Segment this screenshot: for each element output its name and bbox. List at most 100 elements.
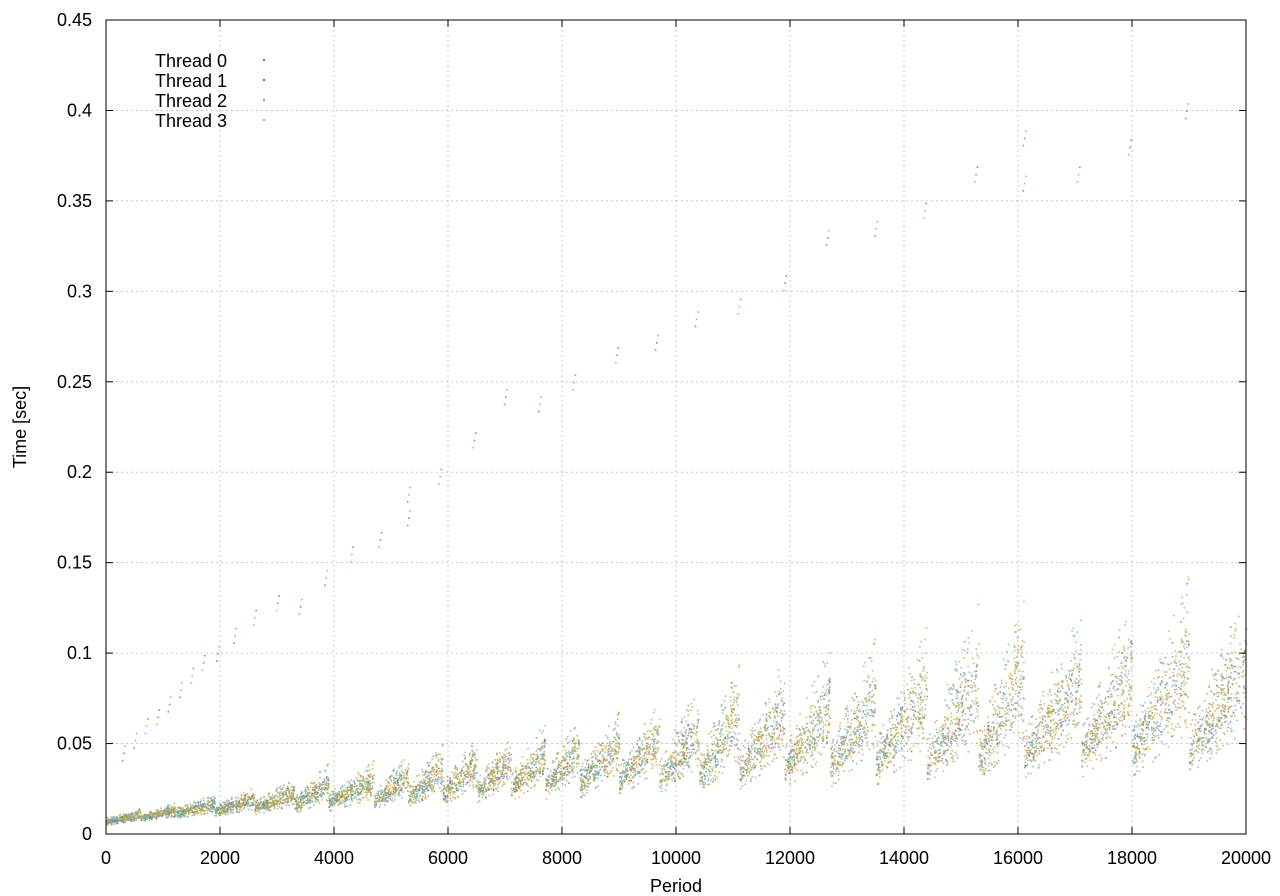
data-point — [673, 777, 675, 779]
data-point — [301, 795, 304, 797]
data-point — [626, 774, 628, 777]
data-point — [513, 788, 515, 791]
data-point — [495, 788, 498, 791]
data-point — [719, 744, 722, 747]
data-point — [562, 759, 565, 761]
data-point — [603, 774, 606, 777]
data-point — [676, 731, 679, 734]
data-point — [645, 770, 647, 773]
data-point — [195, 802, 197, 804]
data-point — [567, 774, 569, 776]
data-point — [628, 764, 630, 766]
data-point — [682, 739, 684, 741]
data-point — [369, 780, 371, 782]
data-point — [720, 730, 722, 733]
data-point — [666, 763, 668, 765]
data-point — [685, 741, 688, 744]
data-point — [653, 729, 656, 731]
data-point — [162, 812, 164, 814]
data-point — [556, 757, 559, 759]
data-point — [466, 773, 468, 776]
data-point — [406, 770, 409, 772]
data-point — [731, 727, 733, 729]
data-point — [366, 770, 369, 772]
data-point — [487, 773, 490, 776]
data-point — [365, 784, 368, 787]
data-point — [498, 778, 500, 780]
data-point — [393, 784, 396, 786]
data-point — [153, 813, 156, 816]
data-point — [727, 725, 730, 727]
data-point — [614, 727, 617, 730]
data-point — [646, 777, 648, 780]
data-point — [148, 813, 151, 816]
data-point — [191, 814, 194, 817]
data-point — [231, 797, 233, 799]
data-point — [193, 801, 196, 804]
data-point — [396, 784, 399, 787]
data-point — [160, 810, 163, 812]
data-point — [281, 792, 284, 795]
data-point — [328, 806, 330, 808]
data-point — [717, 763, 719, 765]
data-point — [358, 779, 360, 782]
data-point — [309, 806, 312, 809]
data-point — [400, 776, 403, 778]
data-point — [505, 766, 507, 769]
data-point — [343, 793, 346, 796]
data-point — [144, 816, 147, 819]
data-point — [529, 777, 532, 780]
data-point — [600, 750, 602, 753]
data-point — [496, 779, 499, 781]
data-point — [539, 766, 541, 769]
data-point — [640, 757, 642, 759]
data-point — [575, 742, 577, 744]
data-point — [209, 797, 211, 800]
data-point — [382, 800, 385, 802]
data-point — [357, 792, 360, 794]
data-point — [696, 750, 698, 752]
data-point — [501, 785, 503, 787]
data-point — [343, 798, 346, 800]
data-point — [367, 781, 370, 784]
data-point — [568, 765, 571, 767]
data-point — [464, 774, 466, 777]
data-point — [631, 767, 633, 770]
data-point — [566, 742, 569, 744]
data-point — [464, 763, 467, 765]
data-point — [660, 765, 663, 767]
data-point — [134, 815, 137, 817]
data-point — [604, 766, 607, 768]
data-point — [289, 797, 292, 799]
data-point — [244, 797, 246, 800]
data-point — [380, 793, 383, 796]
data-point — [629, 751, 631, 754]
data-point — [476, 772, 479, 774]
data-point — [399, 786, 401, 789]
data-point — [150, 818, 153, 821]
data-point — [730, 709, 733, 712]
data-point — [121, 818, 123, 820]
data-point — [608, 752, 611, 755]
data-point — [678, 764, 681, 766]
data-point — [339, 795, 342, 797]
data-point — [485, 797, 487, 799]
data-point — [604, 757, 607, 760]
data-point — [525, 783, 528, 786]
data-point — [665, 764, 667, 767]
data-point — [135, 819, 138, 821]
data-point — [400, 764, 403, 767]
data-point — [693, 725, 696, 728]
data-point — [315, 791, 318, 793]
data-point — [555, 777, 557, 780]
data-point — [296, 802, 298, 804]
data-point — [509, 766, 511, 768]
data-point — [249, 805, 251, 807]
data-point — [550, 775, 553, 777]
data-point — [262, 801, 265, 803]
data-point — [185, 810, 188, 813]
data-point — [326, 787, 329, 790]
data-point — [215, 812, 218, 814]
data-point — [576, 748, 578, 750]
data-point — [661, 784, 663, 786]
